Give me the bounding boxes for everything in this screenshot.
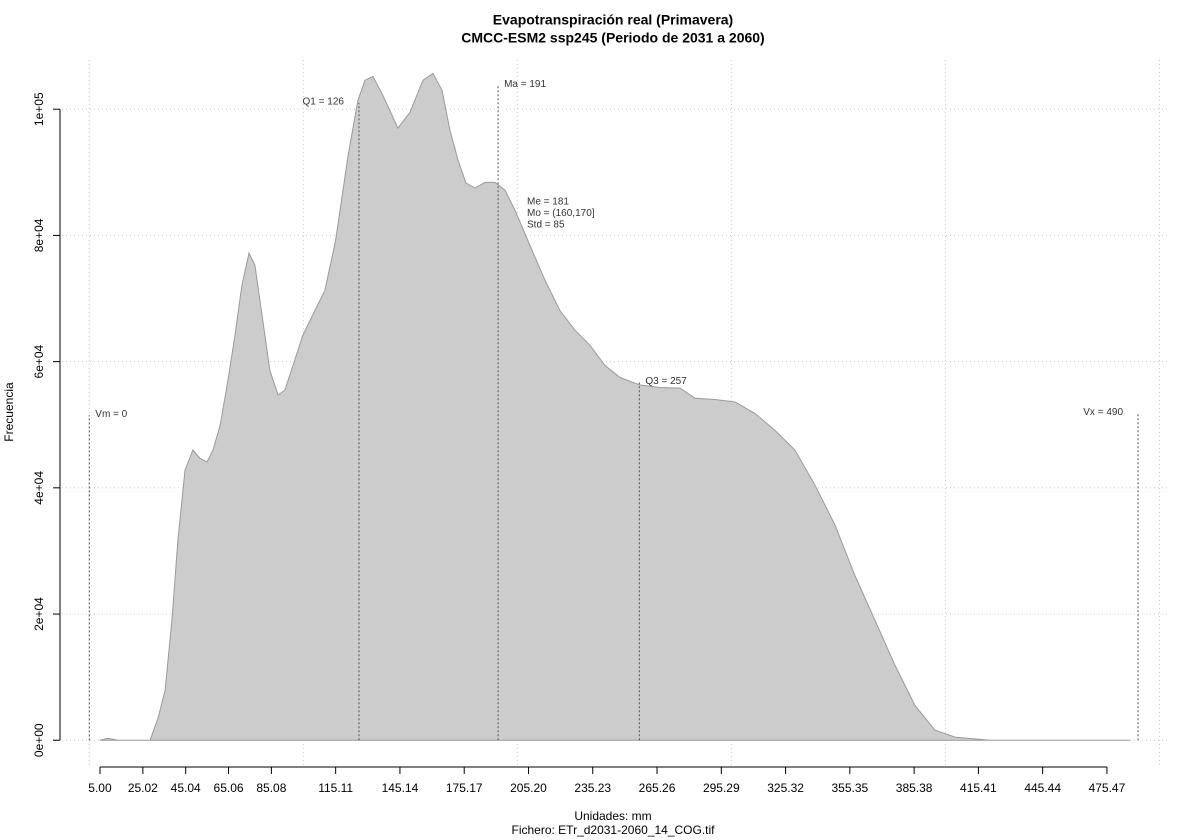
annotation-label: Q3 = 257 <box>645 376 687 387</box>
chart-title: Evapotranspiración real (Primavera) <box>493 12 733 28</box>
x-tick-label: 385.38 <box>896 781 933 795</box>
density-area <box>99 72 1130 741</box>
y-tick-label: 8e+04 <box>32 218 46 252</box>
x-tick-label: 115.11 <box>318 781 353 795</box>
y-axis-title: Frecuencia <box>2 382 16 442</box>
x-tick-label: 205.20 <box>510 781 547 795</box>
x-tick-label: 355.35 <box>831 781 868 795</box>
annotation-label: Ma = 191 <box>504 79 546 90</box>
x-tick-label: 175.17 <box>446 781 483 795</box>
stats-label: Mo = (160,170] <box>527 208 595 219</box>
y-tick-label: 2e+04 <box>32 597 46 631</box>
x-tick-label: 295.29 <box>703 781 740 795</box>
caption: Fichero: ETr_d2031-2060_14_COG.tif <box>512 823 716 837</box>
x-tick-label: 65.06 <box>214 781 244 795</box>
stats-label: Me = 181 <box>527 197 569 208</box>
stats-label: Std = 85 <box>527 220 565 231</box>
x-tick-label: 325.32 <box>767 781 804 795</box>
y-tick-label: 0e+00 <box>32 723 46 757</box>
x-axis-title: Unidades: mm <box>574 809 651 823</box>
x-tick-label: 475.47 <box>1089 781 1126 795</box>
x-tick-label: 5.00 <box>88 781 112 795</box>
annotation-label: Q1 = 126 <box>303 97 345 108</box>
x-tick-label: 145.14 <box>382 781 419 795</box>
x-tick-label: 445.44 <box>1024 781 1061 795</box>
x-tick-label: 265.26 <box>639 781 676 795</box>
y-tick-label: 1e+05 <box>32 92 46 126</box>
x-tick-label: 415.41 <box>960 781 997 795</box>
x-tick-label: 235.23 <box>574 781 611 795</box>
annotation-label: Vx = 490 <box>1083 407 1123 418</box>
x-tick-label: 25.02 <box>128 781 158 795</box>
x-tick-label: 85.08 <box>256 781 286 795</box>
y-tick-label: 4e+04 <box>32 471 46 505</box>
y-tick-label: 6e+04 <box>32 344 46 378</box>
x-tick-label: 45.04 <box>171 781 201 795</box>
chart-subtitle: CMCC-ESM2 ssp245 (Periodo de 2031 a 2060… <box>461 30 764 46</box>
annotation-label: Vm = 0 <box>95 409 127 420</box>
